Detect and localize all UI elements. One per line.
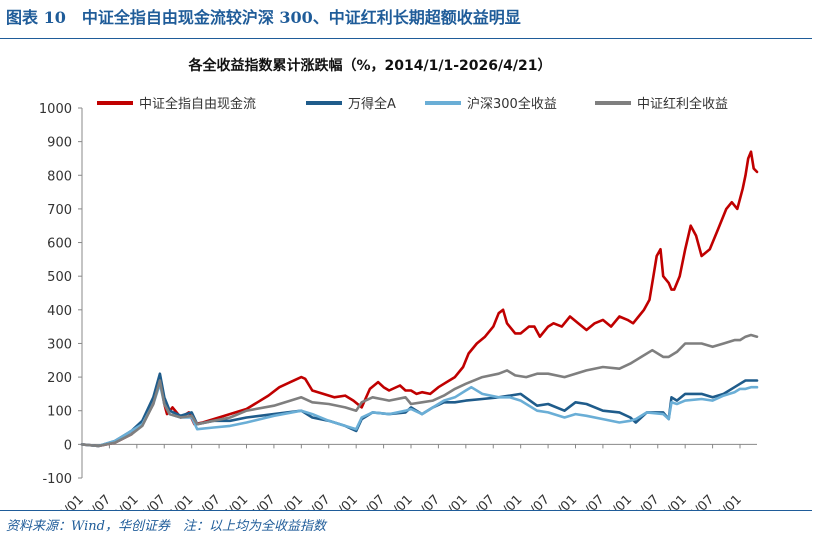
chart-axes: -100 0 100 200 300 400 500 600 700 800 900 1000 14/0… [39, 102, 757, 510]
chart-series-layer [80, 150, 759, 448]
y-tick-label: 300 [47, 337, 72, 352]
y-tick-label: 600 [47, 237, 72, 252]
y-tick-label: 700 [47, 203, 72, 218]
y-tick-label: 1000 [39, 102, 72, 117]
legend-label-4: 中证红利全收益 [637, 96, 728, 112]
chart-legend: 中证全指自由现金流 万得全A 沪深300全收益 中证红利全收益 [97, 96, 728, 112]
x-tick-label: 14/01 [50, 492, 87, 510]
legend-label-1: 中证全指自由现金流 [139, 96, 256, 112]
y-tick-label: -100 [42, 472, 72, 487]
series-line-2 [80, 372, 759, 448]
legend-label-3: 沪深300全收益 [467, 96, 557, 112]
series-line-1 [80, 150, 759, 448]
y-tick-label: 200 [47, 371, 72, 386]
y-tick-label: 900 [47, 136, 72, 151]
source-note: 资料来源：Wind，华创证券 注：以上均为全收益指数 [6, 519, 326, 534]
chart-title: 各全收益指数累计涨跌幅（%，2014/1/1-2026/4/21） [188, 57, 552, 74]
top-rule [0, 38, 812, 39]
y-tick-label: 100 [47, 405, 72, 420]
y-tick-label: 800 [47, 169, 72, 184]
line-chart: 各全收益指数累计涨跌幅（%，2014/1/1-2026/4/21） 中证全指自由… [39, 57, 759, 510]
series-line-4 [80, 333, 759, 448]
y-tick-label: 400 [47, 304, 72, 319]
bottom-rule [0, 510, 812, 511]
figure-caption: 图表 10 中证全指自由现金流较沪深 300、中证红利长期超额收益明显 [6, 8, 521, 27]
y-tick-label: 0 [64, 438, 72, 453]
y-tick-label: 500 [47, 270, 72, 285]
legend-label-2: 万得全A [348, 96, 396, 112]
